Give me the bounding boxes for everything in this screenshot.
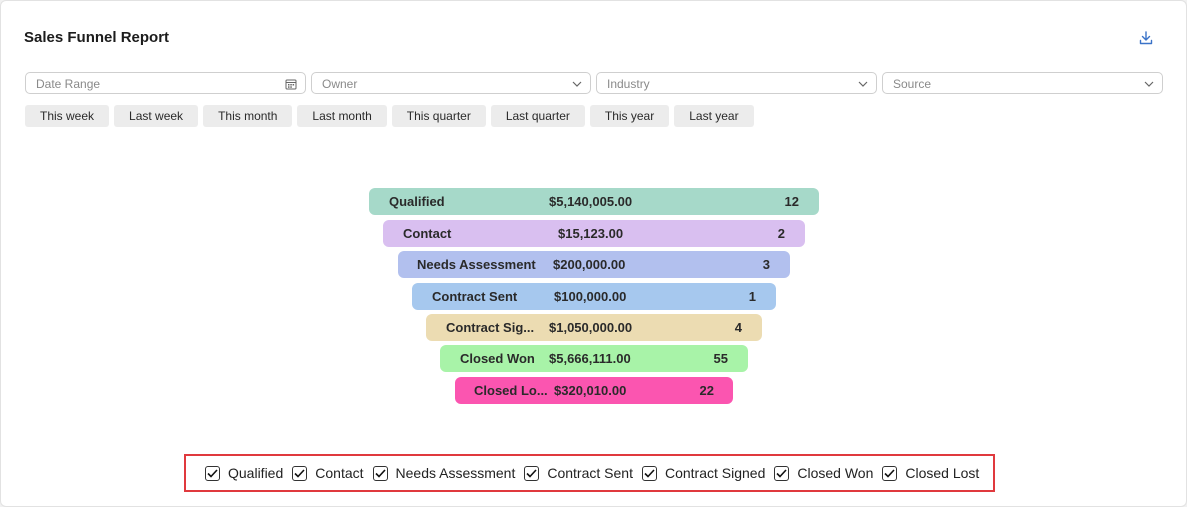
period-last-week[interactable]: Last week xyxy=(114,105,199,127)
checkbox[interactable] xyxy=(882,465,898,481)
period-buttons: This week Last week This month Last mont… xyxy=(25,105,754,127)
legend-item-contract-sent[interactable]: Contract Sent xyxy=(524,465,633,481)
date-range-placeholder: Date Range xyxy=(36,77,101,91)
stage-label: Closed Won xyxy=(460,351,535,366)
legend-label: Closed Lost xyxy=(905,465,980,481)
stage-amount: $320,010.00 xyxy=(554,383,627,398)
stage-count: 1 xyxy=(748,289,756,304)
funnel-stage-closed-lost[interactable]: Closed Lo... $320,010.00 22 xyxy=(455,377,733,404)
legend-item-closed-lost[interactable]: Closed Lost xyxy=(882,465,979,481)
industry-placeholder: Industry xyxy=(607,77,650,91)
funnel-legend: Qualified Contact Needs Assessment Contr… xyxy=(184,454,995,492)
source-placeholder: Source xyxy=(893,77,932,91)
funnel-stage-contract-signed[interactable]: Contract Sig... $1,050,000.00 4 xyxy=(426,314,762,341)
stage-label: Needs Assessment xyxy=(417,257,536,272)
funnel-stage-closed-won[interactable]: Closed Won $5,666,111.00 55 xyxy=(440,345,748,372)
legend-label: Contact xyxy=(315,465,364,481)
checkbox[interactable] xyxy=(524,465,540,481)
check-icon xyxy=(207,468,218,478)
stage-amount: $1,050,000.00 xyxy=(549,320,633,335)
period-this-year[interactable]: This year xyxy=(589,105,670,127)
stage-count: 2 xyxy=(777,226,785,241)
checkbox[interactable] xyxy=(205,465,220,481)
period-last-month[interactable]: Last month xyxy=(297,105,387,127)
stage-label: Closed Lo... xyxy=(474,383,548,398)
legend-item-qualified[interactable]: Qualified xyxy=(205,465,283,481)
checkbox[interactable] xyxy=(372,465,388,481)
period-this-week[interactable]: This week xyxy=(25,105,110,127)
check-icon xyxy=(776,468,787,478)
legend-label: Contract Sent xyxy=(547,465,633,481)
stage-count: 12 xyxy=(784,194,799,209)
check-icon xyxy=(374,468,386,478)
check-icon xyxy=(526,468,537,478)
legend-item-contact[interactable]: Contact xyxy=(292,465,364,481)
checkbox[interactable] xyxy=(292,465,308,481)
funnel-stage-contract-sent[interactable]: Contract Sent $100,000.00 1 xyxy=(412,283,776,310)
funnel-stage-contact[interactable]: Contact $15,123.00 2 xyxy=(383,220,805,247)
chevron-down-icon xyxy=(572,73,582,95)
period-this-month[interactable]: This month xyxy=(203,105,293,127)
legend-item-closed-won[interactable]: Closed Won xyxy=(774,465,873,481)
owner-select[interactable]: Owner xyxy=(311,72,591,94)
stage-amount: $15,123.00 xyxy=(558,226,624,241)
stage-count: 4 xyxy=(734,320,742,335)
legend-item-contract-signed[interactable]: Contract Signed xyxy=(641,465,766,481)
funnel-stage-needs-assessment[interactable]: Needs Assessment $200,000.00 3 xyxy=(398,251,790,278)
stage-amount: $5,666,111.00 xyxy=(549,351,631,366)
chevron-down-icon xyxy=(1144,73,1154,95)
page-title: Sales Funnel Report xyxy=(24,29,170,46)
check-icon xyxy=(644,468,655,478)
legend-label: Closed Won xyxy=(797,465,874,481)
legend-item-needs-assessment[interactable]: Needs Assessment xyxy=(372,465,516,481)
stage-amount: $200,000.00 xyxy=(553,257,626,272)
stage-count: 3 xyxy=(762,257,770,272)
stage-amount: $100,000.00 xyxy=(554,289,627,304)
legend-label: Qualified xyxy=(228,465,284,481)
check-icon xyxy=(884,468,895,478)
stage-count: 22 xyxy=(699,383,714,398)
funnel-stage-qualified[interactable]: Qualified $5,140,005.00 12 xyxy=(369,188,819,215)
download-icon[interactable] xyxy=(1137,29,1155,47)
legend-label: Needs Assessment xyxy=(395,465,516,481)
owner-placeholder: Owner xyxy=(322,77,358,91)
stage-count: 55 xyxy=(713,351,728,366)
stage-label: Contract Sig... xyxy=(446,320,535,335)
stage-label: Qualified xyxy=(389,194,445,209)
calendar-icon[interactable] xyxy=(285,73,297,95)
stage-amount: $5,140,005.00 xyxy=(549,194,633,209)
check-icon xyxy=(294,468,305,478)
legend-label: Contract Signed xyxy=(664,465,766,481)
checkbox[interactable] xyxy=(641,465,657,481)
stage-label: Contract Sent xyxy=(432,289,518,304)
period-this-quarter[interactable]: This quarter xyxy=(391,105,486,127)
industry-select[interactable]: Industry xyxy=(596,72,877,94)
date-range-input[interactable]: Date Range xyxy=(25,72,306,94)
period-last-year[interactable]: Last year xyxy=(674,105,754,127)
stage-label: Contact xyxy=(403,226,452,241)
period-last-quarter[interactable]: Last quarter xyxy=(490,105,585,127)
chevron-down-icon xyxy=(858,73,868,95)
checkbox[interactable] xyxy=(774,465,790,481)
source-select[interactable]: Source xyxy=(882,72,1163,94)
